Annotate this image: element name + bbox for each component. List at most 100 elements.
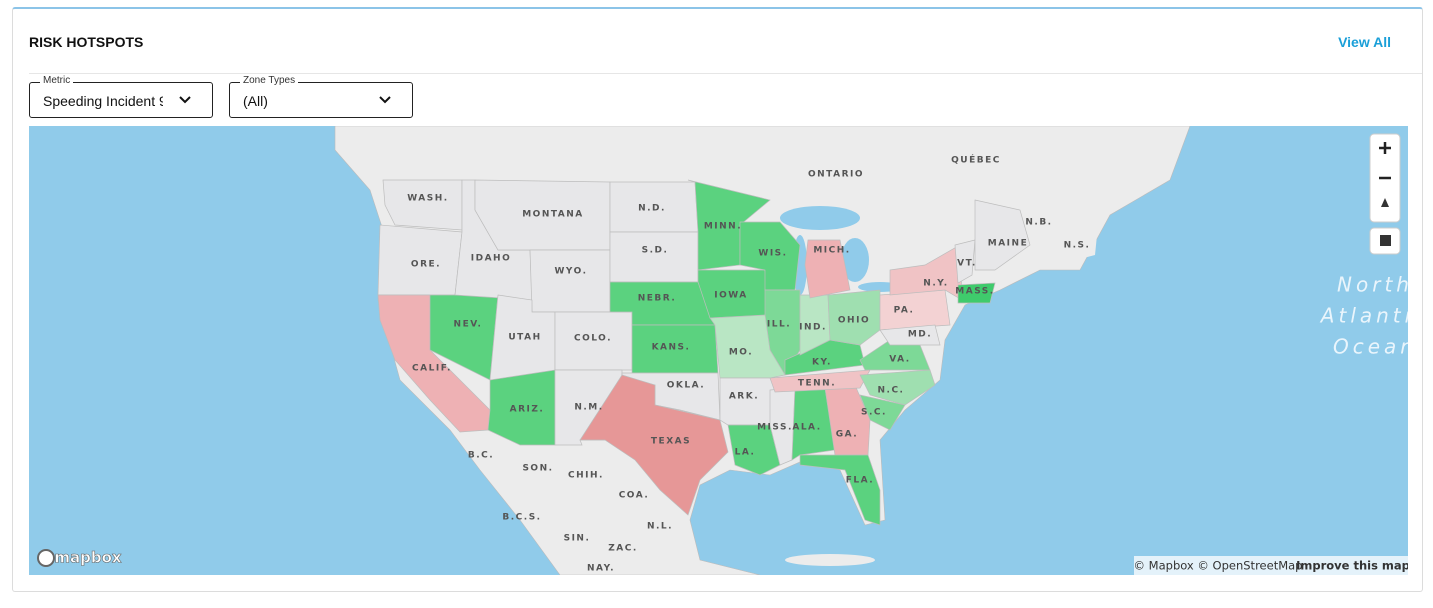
- land: [1020, 200, 1100, 268]
- state-label: COLO.: [574, 334, 612, 344]
- map[interactable]: WASH. ORE. CALIF. NEV. IDAHO MONTANA WYO. UTAH C…: [29, 126, 1408, 575]
- state-label: ARK.: [729, 392, 759, 402]
- zone-select[interactable]: Zone Types (All): [229, 75, 413, 118]
- place-label: NAY.: [587, 564, 615, 574]
- view-all[interactable]: View All: [1338, 34, 1391, 50]
- state-label: MINN.: [704, 222, 742, 232]
- labels: WASH. ORE. CALIF. NEV. IDAHO MONTANA WYO. UTAH C…: [407, 154, 1091, 574]
- select-label: Zone Types: [240, 75, 299, 86]
- state-label: LA.: [735, 448, 756, 458]
- state[interactable]: [687, 179, 771, 271]
- compass[interactable]: [1381, 198, 1389, 207]
- state-label: N.C.: [878, 386, 905, 396]
- place-label: B.C.: [468, 451, 494, 461]
- state[interactable]: [827, 289, 881, 346]
- place-label: ONTARIO: [808, 170, 864, 180]
- state-label: IOWA: [714, 291, 748, 301]
- state-label: IND.: [799, 323, 827, 333]
- state-label: TEXAS: [651, 437, 691, 447]
- place-label: CHIH.: [568, 471, 604, 481]
- state[interactable]: [859, 369, 936, 406]
- place-label: ZAC.: [608, 544, 638, 554]
- state-label: FLA.: [846, 476, 874, 486]
- state-label: OKLA.: [667, 381, 705, 391]
- select-label: Metric: [40, 75, 74, 86]
- icon: [1380, 235, 1391, 246]
- improve-link[interactable]: Improve this map: [1296, 559, 1408, 573]
- state-label: NEBR.: [638, 294, 677, 304]
- place-label: N.S.: [1064, 241, 1091, 251]
- state[interactable]: [769, 369, 871, 393]
- state-label: MISS.: [757, 423, 793, 433]
- lake: [780, 206, 860, 230]
- chevron: [179, 96, 191, 104]
- state-label: VA.: [889, 355, 910, 365]
- state[interactable]: [579, 374, 729, 516]
- logo: mapbox: [54, 549, 122, 567]
- ocean-label: Atlantic: [1319, 304, 1408, 328]
- state-label: N.Y.: [923, 279, 948, 289]
- place-label: COA.: [619, 491, 650, 501]
- lake: [841, 238, 869, 282]
- attribution: © Mapbox © OpenStreetMap: [1134, 559, 1303, 573]
- state-label: TENN.: [798, 379, 836, 389]
- state[interactable]: [709, 314, 786, 379]
- state-label: WIS.: [758, 249, 787, 259]
- state[interactable]: [974, 199, 1031, 271]
- attribution-bg: [1134, 556, 1408, 575]
- state-label: ALA.: [792, 423, 821, 433]
- state[interactable]: [957, 282, 996, 304]
- place-label: QUÉBEC: [951, 154, 1001, 166]
- zoom-in[interactable]: [1379, 142, 1391, 154]
- state-label: NEV.: [454, 320, 483, 330]
- state[interactable]: [804, 239, 851, 299]
- state[interactable]: [859, 339, 931, 371]
- state-label: N.D.: [638, 204, 666, 214]
- chevron: [379, 96, 391, 104]
- state-label: WASH.: [407, 194, 448, 204]
- metric-select[interactable]: Metric Speeding Incident 9: [29, 75, 213, 118]
- place-label: N.L.: [647, 522, 673, 532]
- state-label: MAINE: [988, 239, 1028, 249]
- state-label: CALIF.: [412, 364, 452, 374]
- cuba: [785, 554, 875, 566]
- divider: [29, 73, 1422, 74]
- state-label: IDAHO: [471, 254, 511, 264]
- state-label: KY.: [812, 358, 832, 368]
- state[interactable]: [609, 231, 699, 283]
- state-label: OHIO: [838, 316, 870, 326]
- state-label: ILL.: [767, 320, 791, 330]
- state-label: PA.: [894, 306, 915, 316]
- card: RISK HOTSPOTS View All Metric Speeding I…: [12, 7, 1423, 592]
- state-label: KANS.: [652, 343, 691, 353]
- state-label: S.C.: [861, 408, 887, 418]
- state[interactable]: [529, 249, 611, 313]
- state[interactable]: [799, 454, 881, 526]
- place-label: B.C.S.: [502, 513, 541, 523]
- state-label: MONTANA: [522, 210, 584, 220]
- place-label: SON.: [522, 464, 553, 474]
- ocean-label: North: [1337, 273, 1408, 297]
- place-label: SIN.: [564, 534, 591, 544]
- state-label: MICH.: [813, 246, 850, 256]
- state-label: WYO.: [555, 267, 588, 277]
- state[interactable]: [879, 324, 941, 346]
- state[interactable]: [859, 394, 906, 431]
- title: RISK HOTSPOTS: [29, 34, 144, 50]
- state-label: MD.: [908, 330, 932, 340]
- select-value: (All): [243, 93, 268, 109]
- zoom-controls: [1369, 133, 1401, 255]
- state[interactable]: [879, 289, 951, 331]
- state-label: N.M.: [574, 403, 603, 413]
- state[interactable]: [954, 239, 976, 284]
- state-label: MO.: [729, 348, 753, 358]
- select-value: Speeding Incident 9: [43, 93, 163, 109]
- state-label: ORE.: [411, 260, 441, 270]
- state-label: GA.: [836, 430, 858, 440]
- place-label: N.B.: [1025, 218, 1052, 228]
- ocean-label: Ocean: [1333, 335, 1408, 359]
- state-label: UTAH: [508, 333, 541, 343]
- state[interactable]: [727, 424, 781, 476]
- state[interactable]: [382, 179, 463, 231]
